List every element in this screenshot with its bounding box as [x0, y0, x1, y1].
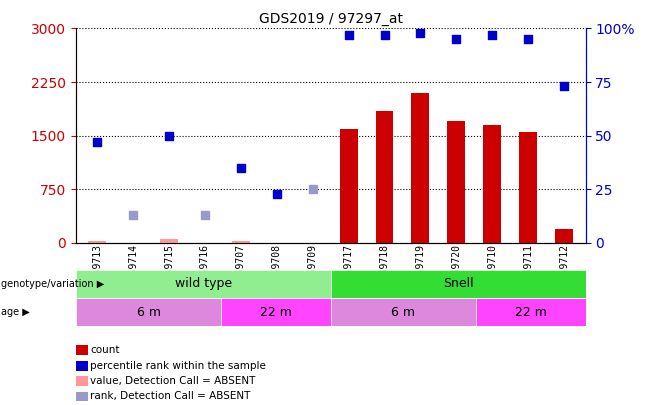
Point	[92, 139, 103, 145]
Bar	[330, 298, 476, 326]
Point	[451, 36, 462, 43]
Point	[523, 36, 534, 43]
Text: rank, Detection Call = ABSENT: rank, Detection Call = ABSENT	[90, 392, 251, 401]
Point	[199, 212, 210, 218]
Text: value, Detection Call = ABSENT: value, Detection Call = ABSENT	[90, 376, 255, 386]
Point	[415, 30, 426, 36]
Point	[272, 190, 282, 197]
Bar	[76, 298, 221, 326]
Bar	[160, 239, 178, 243]
Bar	[483, 125, 501, 243]
Point	[379, 32, 390, 38]
Text: percentile rank within the sample: percentile rank within the sample	[90, 361, 266, 371]
Point	[128, 212, 138, 218]
Text: wild type: wild type	[174, 277, 232, 290]
Point	[307, 186, 318, 193]
Bar	[519, 132, 537, 243]
Text: 6 m: 6 m	[136, 306, 161, 319]
Point	[559, 83, 569, 90]
Text: 22 m: 22 m	[515, 306, 547, 319]
Title: GDS2019 / 97297_at: GDS2019 / 97297_at	[259, 12, 403, 26]
Bar	[76, 270, 330, 298]
Bar	[376, 111, 393, 243]
Bar	[340, 128, 357, 243]
Bar	[88, 241, 106, 243]
Point	[236, 164, 246, 171]
Text: Snell: Snell	[443, 277, 474, 290]
Bar	[411, 93, 430, 243]
Text: age ▶: age ▶	[1, 307, 30, 317]
Text: 6 m: 6 m	[392, 306, 415, 319]
Point	[343, 32, 354, 38]
Point	[487, 32, 497, 38]
Bar	[232, 241, 250, 243]
Bar	[447, 122, 465, 243]
Text: 22 m: 22 m	[260, 306, 292, 319]
Bar	[555, 229, 573, 243]
Bar	[221, 298, 330, 326]
Point	[164, 132, 174, 139]
Text: count: count	[90, 345, 120, 355]
Text: genotype/variation ▶: genotype/variation ▶	[1, 279, 105, 289]
Bar	[476, 298, 586, 326]
Bar	[330, 270, 586, 298]
